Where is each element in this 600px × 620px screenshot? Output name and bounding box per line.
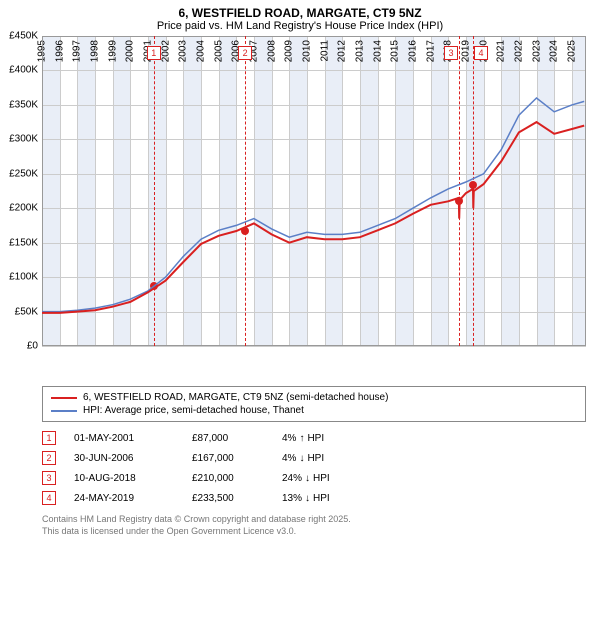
legend-label: 6, WESTFIELD ROAD, MARGATE, CT9 5NZ (sem… xyxy=(83,392,388,403)
event-row: 3 10-AUG-2018 £210,000 24%↓HPI xyxy=(42,468,586,488)
event-date: 10-AUG-2018 xyxy=(74,473,174,484)
event-number-box: 4 xyxy=(42,491,56,505)
y-tick: £250K xyxy=(9,168,42,179)
y-tick: £400K xyxy=(9,65,42,76)
legend: 6, WESTFIELD ROAD, MARGATE, CT9 5NZ (sem… xyxy=(42,386,586,422)
series-hpi xyxy=(42,98,584,312)
arrow-down-icon: ↓ xyxy=(305,493,310,504)
event-date: 01-MAY-2001 xyxy=(74,433,174,444)
price-chart: £0£50K£100K£150K£200K£250K£300K£350K£400… xyxy=(42,36,586,346)
legend-swatch xyxy=(51,397,77,399)
y-tick: £350K xyxy=(9,99,42,110)
event-price: £233,500 xyxy=(192,493,264,504)
event-row: 4 24-MAY-2019 £233,500 13%↓HPI xyxy=(42,488,586,508)
event-row: 1 01-MAY-2001 £87,000 4%↑HPI xyxy=(42,428,586,448)
event-hpi: 24%↓HPI xyxy=(282,473,330,484)
series-price_paid xyxy=(42,122,584,313)
arrow-down-icon: ↓ xyxy=(305,473,310,484)
footer-line: Contains HM Land Registry data © Crown c… xyxy=(42,514,586,526)
footer-attribution: Contains HM Land Registry data © Crown c… xyxy=(42,514,586,537)
event-price: £167,000 xyxy=(192,453,264,464)
event-date: 30-JUN-2006 xyxy=(74,453,174,464)
legend-swatch xyxy=(51,410,77,412)
legend-item: 6, WESTFIELD ROAD, MARGATE, CT9 5NZ (sem… xyxy=(51,391,577,404)
y-tick: £300K xyxy=(9,134,42,145)
page-title: 6, WESTFIELD ROAD, MARGATE, CT9 5NZ xyxy=(0,0,600,20)
legend-label: HPI: Average price, semi-detached house,… xyxy=(83,405,304,416)
legend-item: HPI: Average price, semi-detached house,… xyxy=(51,404,577,417)
event-price: £87,000 xyxy=(192,433,264,444)
arrow-down-icon: ↓ xyxy=(299,453,304,464)
event-number-box: 2 xyxy=(42,451,56,465)
y-tick: £0 xyxy=(27,341,42,352)
event-date: 24-MAY-2019 xyxy=(74,493,174,504)
arrow-up-icon: ↑ xyxy=(299,433,304,444)
event-table: 1 01-MAY-2001 £87,000 4%↑HPI 2 30-JUN-2006 £16… xyxy=(42,428,586,508)
event-number-box: 3 xyxy=(42,471,56,485)
event-hpi: 13%↓HPI xyxy=(282,493,330,504)
event-number-box: 1 xyxy=(42,431,56,445)
event-row: 2 30-JUN-2006 £167,000 4%↓HPI xyxy=(42,448,586,468)
page-subtitle: Price paid vs. HM Land Registry's House … xyxy=(0,20,600,36)
event-hpi: 4%↑HPI xyxy=(282,433,324,444)
y-tick: £150K xyxy=(9,237,42,248)
y-tick: £100K xyxy=(9,272,42,283)
event-price: £210,000 xyxy=(192,473,264,484)
y-tick: £50K xyxy=(15,306,42,317)
footer-line: This data is licensed under the Open Gov… xyxy=(42,526,586,538)
event-hpi: 4%↓HPI xyxy=(282,453,324,464)
y-tick: £200K xyxy=(9,203,42,214)
